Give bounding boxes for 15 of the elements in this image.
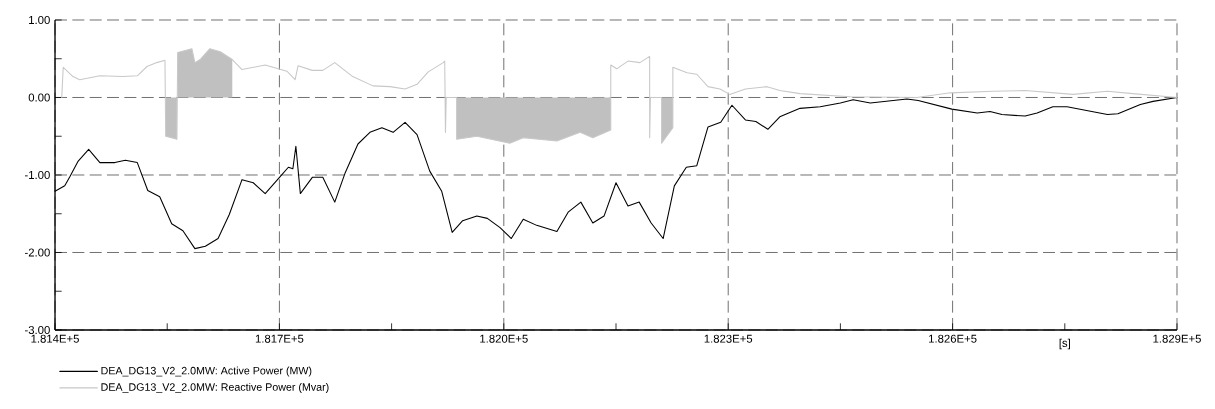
line-series [61, 48, 1178, 144]
x-tick-label: 1.829E+5 [1153, 334, 1201, 343]
x-axis-title: [s] [1059, 338, 1070, 350]
legend-label: DEA_DG13_V2_2.0MW: Reactive Power (Mvar) [101, 382, 329, 393]
y-tick-label: 1.00 [29, 15, 50, 24]
legend-label: DEA_DG13_V2_2.0MW: Active Power (MW) [101, 366, 312, 377]
x-tick-label: 1.826E+5 [929, 334, 977, 343]
x-tick-label: 1.817E+5 [255, 334, 304, 343]
y-tick-label: -1.00 [24, 170, 50, 179]
x-tick-label: 1.814E+5 [31, 334, 79, 343]
y-tick-label: -2.00 [24, 248, 50, 257]
y-tick-label: 0.00 [28, 93, 50, 102]
y-tick-label: -3.00 [24, 325, 50, 334]
x-tick-label: 1.820E+5 [480, 334, 528, 343]
x-tick-label: 1.823E+5 [704, 334, 753, 343]
